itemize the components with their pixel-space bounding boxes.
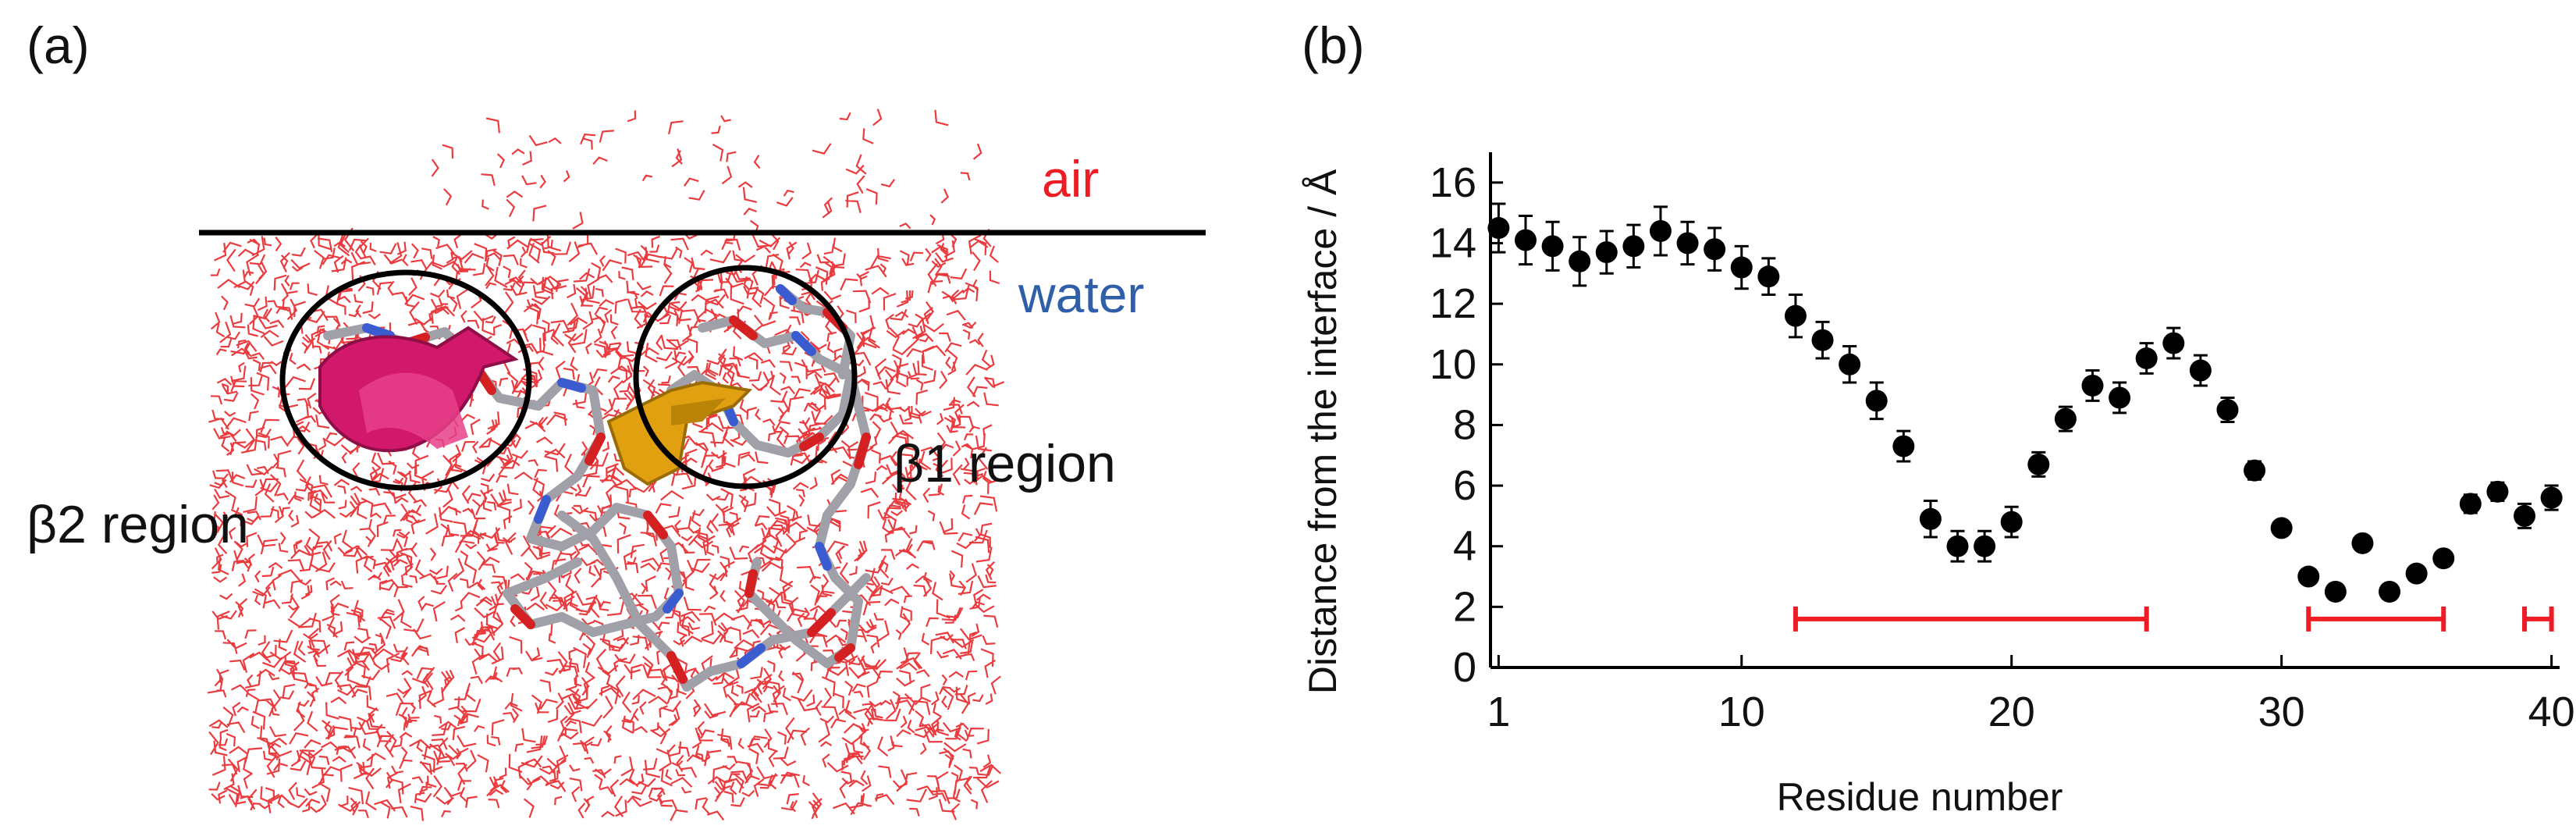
data-point <box>2189 359 2212 382</box>
panel-a-label: (a) <box>27 16 90 74</box>
y-tick-label: 2 <box>1453 583 1476 630</box>
data-point <box>1892 435 1915 457</box>
data-point <box>2081 374 2104 397</box>
red-range-bars <box>1793 606 2554 632</box>
data-point <box>2379 580 2401 603</box>
peptide-chain-segment <box>588 503 684 637</box>
beta1-sheet-ribbon <box>606 380 753 486</box>
data-point <box>1514 229 1537 251</box>
data-point <box>2162 332 2185 354</box>
y-tick-label: 0 <box>1453 644 1476 691</box>
x-axis-label: Residue number <box>1777 775 2063 819</box>
data-point <box>1704 238 1726 261</box>
data-point <box>1730 256 1753 279</box>
beta2-region-label: β2 region <box>27 495 249 554</box>
data-point <box>1839 353 1861 376</box>
data-point <box>2216 399 2239 421</box>
data-point <box>2540 486 2563 509</box>
y-tick-label: 4 <box>1453 523 1476 570</box>
data-point <box>1974 535 1996 557</box>
data-point <box>1569 250 1591 272</box>
data-point <box>2324 580 2347 603</box>
data-point <box>1811 329 1834 351</box>
data-point <box>1622 235 1645 258</box>
water-label: water <box>1018 265 1144 323</box>
error-bars <box>1491 202 2559 600</box>
data-point <box>2000 511 2023 533</box>
data-point <box>2244 459 2266 482</box>
data-point <box>2405 562 2428 585</box>
panel-b-label: (b) <box>1302 16 1365 74</box>
data-point <box>1757 265 1780 288</box>
y-tick-label: 10 <box>1430 341 1476 388</box>
y-axis-label: Distance from the interface / Å <box>1301 169 1345 694</box>
data-point <box>1784 304 1807 327</box>
beta1-region-label: β1 region <box>894 434 1116 493</box>
data-point <box>2027 453 2050 475</box>
data-point <box>2459 493 2482 515</box>
y-tick-label: 8 <box>1453 401 1476 448</box>
y-tick-label: 14 <box>1430 219 1476 266</box>
data-point <box>2486 480 2509 503</box>
beta2-region-circle <box>279 269 532 491</box>
x-tick-label: 1 <box>1487 689 1510 735</box>
data-point <box>1919 507 1942 530</box>
x-tick-label: 40 <box>2528 689 2575 735</box>
y-tick-label: 6 <box>1453 462 1476 509</box>
data-point <box>1595 241 1618 264</box>
y-tick-label: 12 <box>1430 280 1476 327</box>
data-point <box>1676 232 1699 254</box>
data-point <box>1946 535 1969 557</box>
x-tick-label: 20 <box>1988 689 2035 735</box>
beta2-sheet-ribbon <box>318 326 519 453</box>
data-point <box>2109 386 2131 409</box>
data-point <box>2514 504 2536 527</box>
data-point <box>1487 217 1510 240</box>
data-point <box>1541 235 1564 258</box>
data-point <box>2351 532 2374 554</box>
data-point <box>2297 565 2320 588</box>
data-point <box>2054 408 2077 430</box>
data-points <box>1487 217 2563 603</box>
chart-axes: 0 2 4 6 8 10 12 14 16 1 10 20 30 40 <box>1430 152 2575 735</box>
peptide-chain-segment <box>744 370 871 668</box>
data-point <box>2270 517 2293 539</box>
x-tick-label: 10 <box>1718 689 1765 735</box>
data-point <box>2432 547 2455 570</box>
air-label: air <box>1042 150 1099 208</box>
data-point <box>2135 347 2158 369</box>
data-point <box>1649 219 1672 242</box>
x-tick-label: 30 <box>2258 689 2305 735</box>
data-point <box>1865 390 1888 412</box>
y-tick-label: 16 <box>1430 159 1476 206</box>
beta1-region-circle <box>633 265 858 489</box>
